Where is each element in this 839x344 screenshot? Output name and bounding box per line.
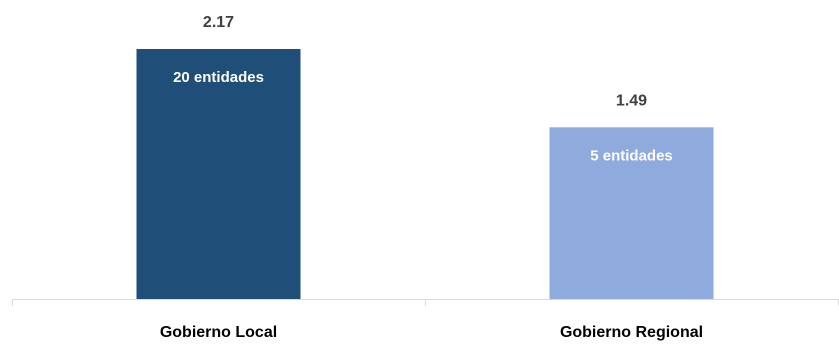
bar-2 [549, 127, 714, 300]
x-axis-category-label: Gobierno Regional [560, 324, 703, 341]
data-label-value: 2.17 [203, 14, 234, 31]
x-axis-ticks [12, 299, 839, 306]
x-axis-category-label: Gobierno Local [160, 324, 277, 341]
data-label-value: 1.49 [616, 92, 647, 109]
bar-inner-label: 5 entidades [590, 147, 673, 164]
labels-group: 2.17 20 entidades Gobierno Local 1.49 5 enti… [160, 14, 703, 341]
bar-inner-label: 20 entidades [173, 69, 264, 86]
bar-1 [136, 49, 301, 299]
bars-group [136, 49, 714, 300]
